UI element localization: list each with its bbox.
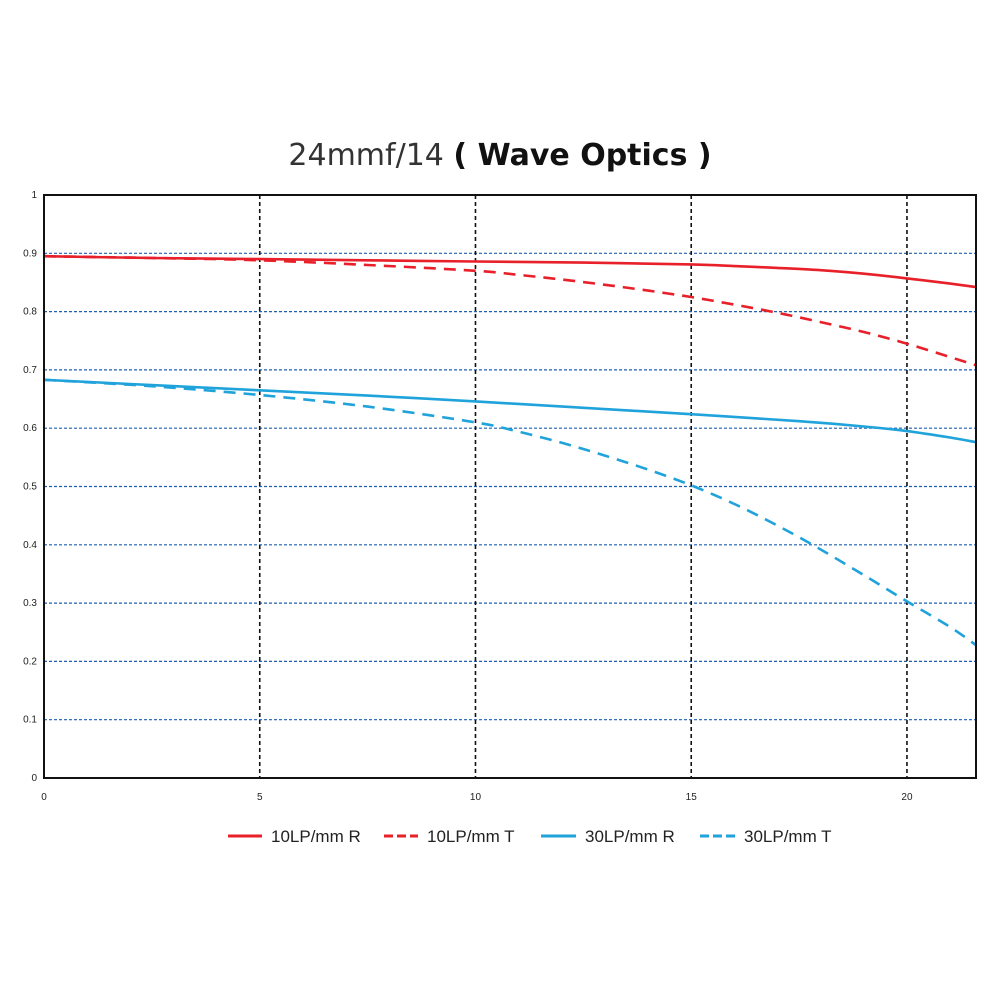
series-line-30lp-mm-r bbox=[43, 378, 977, 444]
y-tick-label: 0.3 bbox=[23, 598, 37, 609]
y-tick-label: 1 bbox=[31, 190, 37, 201]
chart-title: 24mmf/14 ( Wave Optics ) bbox=[0, 138, 1000, 173]
legend-label: 30LP/mm R bbox=[585, 827, 675, 846]
y-tick-label: 0.4 bbox=[23, 540, 37, 551]
y-tick-label: 0.1 bbox=[23, 715, 37, 726]
legend-label: 30LP/mm T bbox=[744, 827, 832, 846]
x-tick-label: 20 bbox=[901, 792, 913, 803]
x-tick-label: 0 bbox=[41, 792, 47, 803]
x-axis-tick-labels: 0 5 10 15 20 bbox=[41, 792, 913, 803]
y-tick-label: 0.9 bbox=[23, 248, 37, 259]
y-tick-label: 0.2 bbox=[23, 656, 37, 667]
legend: 10LP/mm R 10LP/mm T 30LP/mm R 30LP/mm T bbox=[228, 827, 832, 846]
y-tick-label: 0.5 bbox=[23, 482, 37, 493]
chart-title-sub: ( Wave Optics ) bbox=[453, 138, 712, 173]
x-tick-label: 5 bbox=[257, 792, 263, 803]
plot-frame bbox=[43, 194, 977, 779]
y-tick-label: 0.6 bbox=[23, 423, 37, 434]
x-tick-label: 15 bbox=[686, 792, 698, 803]
y-tick-label: 0 bbox=[31, 773, 37, 784]
y-tick-label: 0.7 bbox=[23, 365, 37, 376]
series-line-10lp-mm-t bbox=[43, 254, 977, 367]
chart-title-main: 24mmf/14 bbox=[288, 138, 444, 173]
x-tick-label: 10 bbox=[470, 792, 482, 803]
horizontal-gridlines bbox=[44, 252, 976, 721]
series-lines bbox=[43, 254, 977, 647]
y-tick-label: 0.8 bbox=[23, 307, 37, 318]
legend-label: 10LP/mm R bbox=[271, 827, 361, 846]
series-line-10lp-mm-r bbox=[43, 254, 977, 289]
y-axis-tick-labels: 0 0.1 0.2 0.3 0.4 0.5 0.6 0.7 0.8 0.9 1 bbox=[23, 190, 37, 784]
legend-label: 10LP/mm T bbox=[427, 827, 515, 846]
series-line-30lp-mm-t bbox=[43, 378, 977, 647]
vertical-gridlines bbox=[258, 195, 908, 778]
